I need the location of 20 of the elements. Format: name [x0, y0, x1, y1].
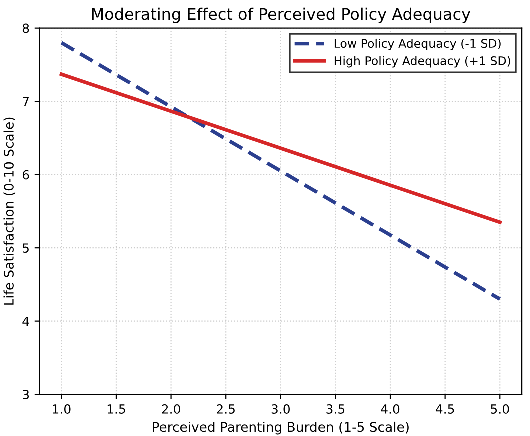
x-tick-label: 1.5: [108, 404, 126, 414]
y-axis-title: Life Satisfaction (0-10 Scale): [4, 118, 16, 305]
y-tick-label: 6: [22, 170, 30, 180]
legend-label: Low Policy Adequacy (-1 SD): [334, 38, 501, 50]
x-tick-label: 4.5: [436, 404, 454, 414]
x-tick-label: 3.5: [326, 404, 345, 414]
y-tick-label: 4: [22, 316, 30, 326]
x-tick-label: 5.0: [491, 404, 510, 414]
chart-title: Moderating Effect of Perceived Policy Adequacy: [92, 8, 471, 24]
x-tick-label: 2.5: [217, 404, 235, 414]
x-tick-label: 3.0: [272, 404, 290, 414]
y-tick-label: 3: [23, 390, 30, 400]
legend-label: High Policy Adequacy (+1 SD): [334, 56, 510, 68]
y-tick-label: 5: [23, 244, 29, 254]
x-tick-label: 4.0: [381, 404, 400, 414]
y-tick-label: 8: [22, 24, 30, 34]
x-axis-title: Perceived Parenting Burden (1-5 Scale): [153, 422, 409, 435]
x-tick-label: 2.0: [162, 404, 180, 414]
x-tick-label: 1.0: [53, 404, 71, 414]
y-tick-label: 7: [23, 97, 29, 106]
